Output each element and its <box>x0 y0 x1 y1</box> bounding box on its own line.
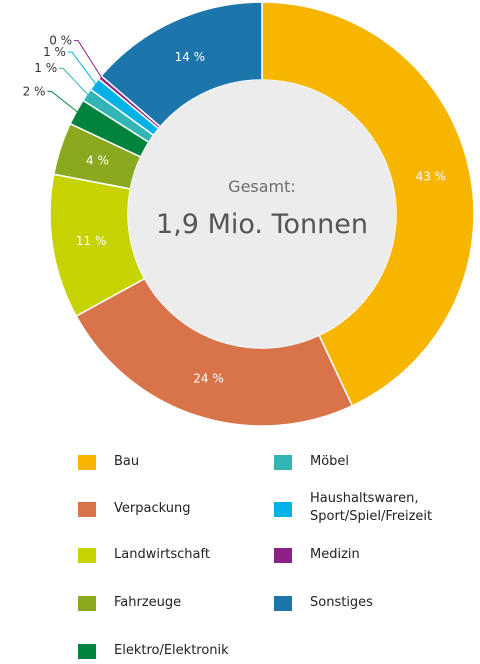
leader-line-haushaltswaren <box>67 51 99 87</box>
leader-lines <box>47 40 104 115</box>
slice-label-haushaltswaren: 1 % <box>43 45 66 59</box>
leader-line-medizin <box>74 40 104 81</box>
center-title: Gesamt: <box>228 177 296 196</box>
leader-line-elektro-elektronik <box>47 90 81 115</box>
slice-label-medizin: 0 % <box>49 34 72 48</box>
slice-labels: 43 %24 %11 %4 %2 %1 %1 %0 %14 % <box>23 34 447 386</box>
center-value: 1,9 Mio. Tonnen <box>156 209 368 240</box>
leader-line-m-bel <box>59 67 91 98</box>
slice-label-elektro-elektronik: 2 % <box>23 84 46 98</box>
slice-label-landwirtschaft: 11 % <box>76 234 107 248</box>
slice-label-verpackung: 24 % <box>193 372 224 386</box>
slice-label-fahrzeuge: 4 % <box>86 154 109 168</box>
slice-label-sonstiges: 14 % <box>175 50 206 64</box>
donut-hole <box>128 80 396 348</box>
slice-label-m-bel: 1 % <box>34 61 57 75</box>
slice-label-bau: 43 % <box>416 169 447 183</box>
slices-group <box>49 1 475 427</box>
